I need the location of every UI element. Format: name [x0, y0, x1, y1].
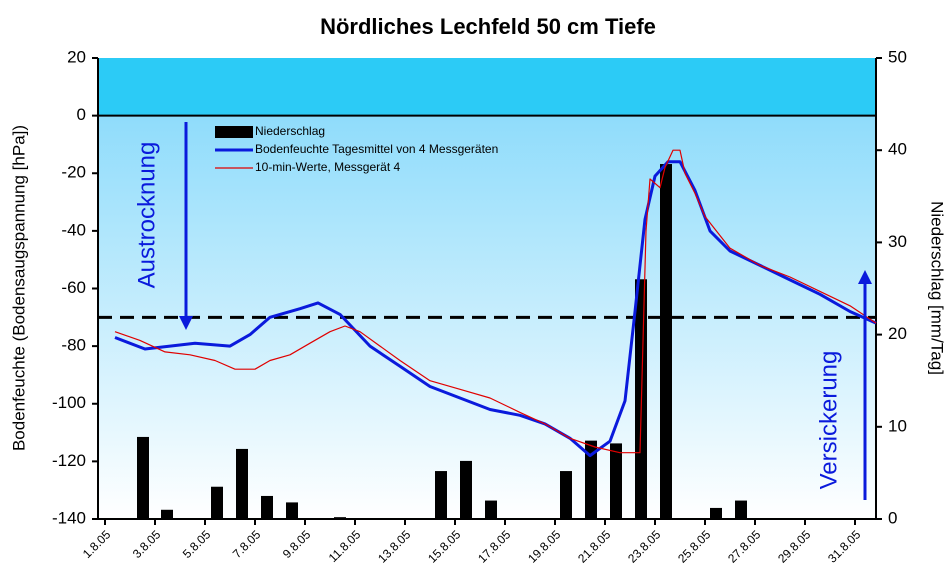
- bar: [211, 486, 223, 519]
- y2-tick-label: 50: [888, 47, 907, 66]
- x-tick-label: 1.8.05: [80, 527, 114, 561]
- y2-tick-label: 0: [888, 508, 897, 527]
- x-tick-label: 9.8.05: [280, 527, 314, 561]
- x-tick-label: 11.8.05: [326, 527, 364, 565]
- x-tick-label: 13.8.05: [375, 527, 413, 565]
- legend-label: 10-min-Werte, Messgerät 4: [255, 160, 400, 174]
- bar: [236, 448, 248, 519]
- chart-title: Nördliches Lechfeld 50 cm Tiefe: [320, 14, 656, 39]
- x-tick-label: 19.8.05: [525, 527, 563, 565]
- x-tick-label: 15.8.05: [425, 527, 463, 565]
- bar: [261, 495, 273, 519]
- y-tick-label: -120: [52, 451, 86, 470]
- x-tick-label: 31.8.05: [825, 527, 863, 565]
- y-tick-label: -140: [52, 508, 86, 527]
- x-tick-label: 7.8.05: [230, 527, 264, 561]
- bar: [334, 517, 346, 519]
- x-tick-label: 25.8.05: [675, 527, 713, 565]
- y-tick-label: 0: [77, 105, 86, 124]
- annotation-arrowhead: [179, 316, 193, 330]
- y-tick-label: -60: [61, 278, 86, 297]
- line: [114, 149, 877, 454]
- bar: [435, 471, 447, 519]
- y2-axis-label: Niederschlag [mm/Tag]: [928, 201, 947, 375]
- legend-label: Bodenfeuchte Tagesmittel von 4 Messgerät…: [255, 142, 498, 156]
- bar: [660, 164, 672, 519]
- annotation-arrowhead: [858, 270, 872, 284]
- bar: [735, 500, 747, 519]
- x-tick-label: 5.8.05: [180, 527, 214, 561]
- bar: [137, 436, 149, 519]
- x-tick-label: 27.8.05: [725, 527, 763, 565]
- y2-tick-label: 30: [888, 232, 907, 251]
- y2-tick-label: 40: [888, 140, 907, 159]
- bar: [560, 471, 572, 519]
- x-tick-label: 17.8.05: [475, 527, 513, 565]
- bar: [286, 502, 298, 519]
- y-tick-label: -40: [61, 220, 86, 239]
- legend-label: Niederschlag: [255, 124, 325, 138]
- bar: [161, 509, 173, 519]
- y-axis-label: Bodenfeuchte (Bodensaugspannung [hPa]): [9, 125, 28, 451]
- y-tick-label: -100: [52, 393, 86, 412]
- x-tick-label: 3.8.05: [130, 527, 164, 561]
- y-tick-label: -20: [61, 163, 86, 182]
- bar: [585, 440, 597, 519]
- bar: [485, 500, 497, 519]
- legend-swatch: [215, 126, 253, 138]
- y-tick-label: -80: [61, 336, 86, 355]
- y2-tick-label: 20: [888, 324, 907, 343]
- y2-tick-label: 10: [888, 416, 907, 435]
- upper-band: [98, 58, 876, 116]
- bar: [610, 443, 622, 519]
- annotation: Versickerung: [815, 351, 842, 490]
- bar: [460, 460, 472, 519]
- annotation: Austrocknung: [133, 142, 160, 289]
- bar: [710, 507, 722, 519]
- x-tick-label: 29.8.05: [775, 527, 813, 565]
- x-tick-label: 21.8.05: [575, 527, 613, 565]
- y-tick-label: 20: [67, 47, 86, 66]
- x-tick-label: 23.8.05: [625, 527, 663, 565]
